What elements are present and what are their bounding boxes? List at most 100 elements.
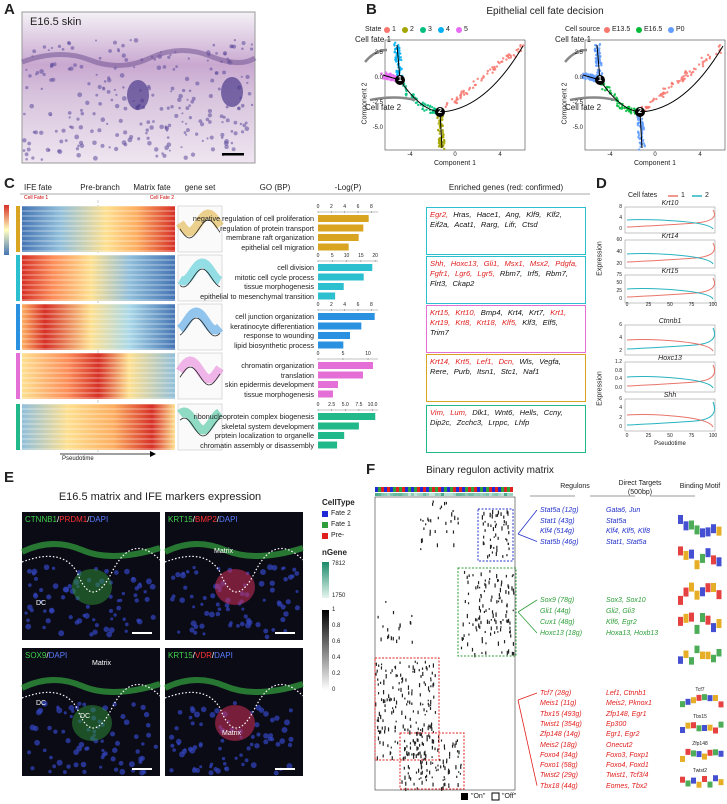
motif-logo [696, 725, 702, 732]
cell-point [423, 109, 426, 112]
activity-cell [448, 769, 450, 774]
activity-cell [443, 764, 445, 768]
connector [517, 599, 538, 613]
activity-cell [442, 759, 444, 765]
nucleus [250, 43, 253, 46]
nucleus [106, 89, 111, 94]
motif-logo [702, 694, 707, 701]
cell-point [701, 62, 705, 66]
activity-cell [420, 674, 422, 678]
activity-cell [430, 677, 432, 680]
activity-cell [424, 660, 426, 664]
activity-cell [499, 596, 501, 600]
nucleus [269, 587, 275, 593]
celltype-bar [399, 487, 402, 492]
legend-swatch [322, 533, 328, 539]
activity-cell [391, 756, 393, 761]
activity-cell [495, 523, 497, 526]
legend-title: CellType [322, 498, 355, 507]
cell-point [684, 74, 687, 77]
nucleus [208, 120, 212, 124]
cell-point [683, 77, 686, 80]
nucleus [294, 605, 300, 611]
activity-cell [502, 555, 504, 558]
nucleus [271, 628, 276, 632]
nucleus [27, 568, 32, 574]
activity-cell [496, 626, 498, 630]
nucleus [145, 128, 149, 132]
celltype-bar [444, 487, 447, 492]
nucleus [172, 67, 176, 71]
column-header: -Log(P) [334, 183, 362, 192]
activity-cell [401, 677, 404, 682]
activity-cell [434, 747, 436, 751]
activity-cell [417, 768, 420, 773]
activity-cell [424, 757, 427, 761]
regulon: Hoxc13 (18g) [540, 630, 583, 637]
motif-logo [691, 722, 696, 729]
go-bar [318, 413, 376, 420]
activity-cell [425, 761, 428, 765]
activity-cell [467, 642, 469, 647]
nucleus [66, 40, 71, 45]
activity-cell [494, 524, 497, 529]
nucleus [31, 571, 36, 576]
x-tick-label: 4 [498, 152, 502, 158]
y-tick-label: 6 [619, 322, 622, 328]
activity-cell [419, 751, 421, 755]
motif-logo [707, 724, 713, 731]
nucleus [29, 103, 35, 109]
nucleus [209, 711, 216, 718]
activity-cell [396, 674, 398, 677]
motif-logo [711, 524, 716, 534]
nucleus [200, 602, 204, 606]
nucleus [42, 72, 46, 77]
cell-point [639, 145, 642, 149]
activity-cell [480, 594, 482, 599]
activity-cell [492, 613, 494, 619]
activity-cell [480, 594, 482, 596]
nucleus [185, 106, 190, 111]
cell-point [701, 65, 705, 68]
activity-cell [409, 746, 412, 750]
cell-point [598, 52, 602, 55]
nucleus [134, 598, 139, 603]
nucleus [287, 742, 293, 748]
activity-cell [472, 623, 474, 626]
activity-cell [398, 682, 400, 685]
activity-cell [446, 530, 448, 534]
nucleus [218, 746, 222, 751]
cell-point [492, 68, 495, 71]
motif-logo [718, 721, 724, 728]
celltype-bar [375, 487, 378, 492]
go-bar [318, 313, 375, 320]
ngene-bar [447, 493, 450, 496]
activity-cell [484, 520, 486, 523]
activity-cell [408, 665, 410, 668]
celltype-bar [417, 487, 420, 492]
nucleus [67, 111, 72, 115]
x-tick-label: 10 [343, 253, 350, 259]
gene: Klf3, [522, 317, 538, 327]
activity-cell [420, 754, 422, 759]
x-tick-label: 8 [369, 302, 373, 308]
nucleus [263, 710, 269, 717]
cell-point [596, 68, 600, 72]
activity-cell [428, 664, 431, 668]
nucleus [170, 90, 173, 93]
nucleus [222, 761, 227, 766]
nucleus [184, 76, 190, 82]
activity-cell [483, 542, 485, 546]
activity-cell [378, 711, 380, 717]
dotted-outline [21, 683, 161, 729]
gene: Rarg, [480, 219, 500, 229]
cell-point [637, 148, 641, 151]
motif-logo [689, 582, 694, 592]
activity-cell [506, 510, 508, 514]
celltype-bar [408, 487, 411, 492]
activity-cell [462, 637, 464, 640]
cell-point [658, 94, 661, 97]
nucleus [285, 599, 291, 605]
nucleus [199, 722, 203, 727]
cell-point [667, 86, 671, 89]
